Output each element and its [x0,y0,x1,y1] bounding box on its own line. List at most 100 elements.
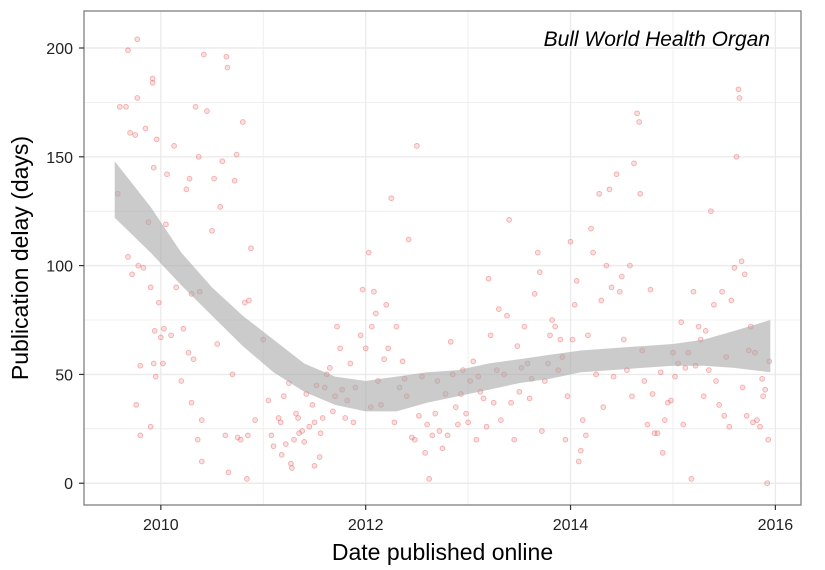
data-point [416,412,422,419]
data-point [637,190,644,197]
data-point [762,386,769,393]
data-point [217,204,224,210]
data-point [547,332,553,339]
data-point [140,264,147,271]
data-point [700,393,707,400]
data-point [738,258,745,265]
data-point [647,286,654,293]
data-point [741,271,748,278]
data-point [311,462,318,469]
data-point [444,432,451,439]
data-point [465,419,471,426]
data-point [330,408,336,415]
data-point [549,317,555,323]
data-point [123,103,129,110]
x-tick-label: 2012 [348,517,384,534]
data-point [588,225,594,232]
data-point [245,432,251,439]
data-point [135,262,142,269]
scatter-points [114,36,773,487]
data-point [237,436,244,443]
data-point [186,175,193,182]
data-point [757,423,763,430]
data-point [163,221,169,228]
data-point [487,332,494,339]
x-axis-title: Date published online [332,539,553,565]
data-point [362,345,369,352]
data-point [593,371,599,378]
data-point [231,177,238,184]
data-point [337,345,343,352]
data-point [383,301,390,308]
data-point [198,458,205,465]
data-point [521,323,528,330]
data-point [195,153,202,160]
data-point [743,412,750,419]
data-point [157,334,164,341]
data-point [473,436,480,443]
confidence-band [114,161,771,412]
data-point [651,430,658,437]
data-point [483,423,490,430]
data-point [153,136,160,143]
data-point [200,51,207,58]
data-point [371,288,377,295]
data-point [296,430,302,437]
data-point [539,428,545,434]
data-point [731,264,738,271]
data-point [160,360,166,367]
data-point [627,262,633,269]
data-point [278,452,285,458]
data-point [735,86,742,93]
data-point [155,299,162,306]
data-point [596,190,603,197]
data-point [373,310,379,317]
data-point [116,103,123,110]
data-point [319,415,326,421]
y-tick-label: 0 [64,476,73,493]
data-point [405,236,412,243]
data-point [411,436,418,443]
data-point [690,288,697,295]
data-point [393,323,400,330]
y-axis-title: Publication delay (days) [7,136,33,380]
data-point [634,110,640,117]
data-point [564,393,571,400]
data-point [608,284,615,291]
data-point [334,323,340,330]
data-point [585,332,591,339]
data-point [603,262,610,269]
data-point [125,47,131,54]
data-point [147,284,154,291]
data-point [198,417,205,423]
data-point [233,151,240,158]
data-point [424,421,430,428]
data-point [620,336,627,343]
data-point [299,428,306,434]
data-point [506,217,512,223]
data-point [531,291,538,297]
data-point [598,297,605,304]
data-point [429,432,436,439]
data-point [219,158,226,165]
data-point [347,360,354,367]
data-point [183,186,190,193]
data-point [129,271,135,278]
data-point [485,275,492,282]
data-point [127,130,133,136]
data-point [137,432,144,439]
data-point [579,417,586,423]
data-point [498,417,504,423]
data-point [317,430,324,437]
data-point [150,164,157,171]
data-point [244,476,250,482]
data-point [680,421,687,428]
data-point [150,360,157,367]
data-point [567,238,574,245]
data-point [436,428,443,434]
data-point [728,297,735,304]
data-point [391,419,398,426]
data-point [350,419,357,426]
